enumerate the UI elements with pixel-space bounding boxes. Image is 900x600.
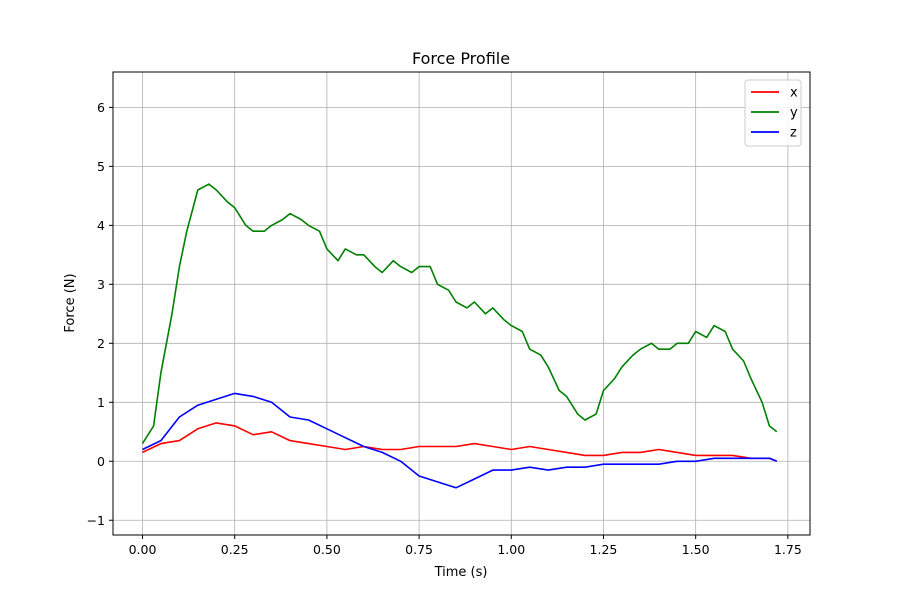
legend-label-y: y <box>790 106 798 121</box>
legend-label-z: z <box>790 126 797 141</box>
y-tick-label: −1 <box>87 513 105 528</box>
chart-title: Force Profile <box>412 49 510 68</box>
series-line-x <box>142 422 778 463</box>
legend-label-x: x <box>790 86 798 101</box>
y-tick-label: 0 <box>97 454 105 469</box>
x-tick-label: 1.00 <box>497 542 525 557</box>
y-tick-label: 5 <box>97 159 105 174</box>
series-lines <box>141 183 778 489</box>
x-tick-label: 0.50 <box>313 542 341 557</box>
series-line-y <box>141 183 778 445</box>
x-axis-label: Time (s) <box>434 565 488 580</box>
legend: xyz <box>744 79 802 147</box>
x-tick-label: 1.75 <box>774 542 802 557</box>
x-tick-label: 1.25 <box>590 542 618 557</box>
y-tick-label: 6 <box>97 100 105 115</box>
x-tick-label: 0.25 <box>221 542 249 557</box>
y-tick-label: 4 <box>97 218 105 233</box>
y-tick-label: 1 <box>97 395 105 410</box>
series-line-z <box>142 392 778 489</box>
y-tick-label: 3 <box>97 277 105 292</box>
x-tick-label: 0.00 <box>129 542 157 557</box>
x-tick-label: 1.50 <box>682 542 710 557</box>
plot-frame <box>112 71 811 536</box>
y-axis-label: Force (N) <box>63 273 78 332</box>
legend-box <box>744 79 802 147</box>
axis-ticks: 0.00 0.25 0.50 0.75 1.00 1.25 1.50 1.75 −1 0 1 2 3 4 5… <box>87 100 802 557</box>
x-tick-label: 0.75 <box>405 542 433 557</box>
y-tick-label: 2 <box>97 336 105 351</box>
